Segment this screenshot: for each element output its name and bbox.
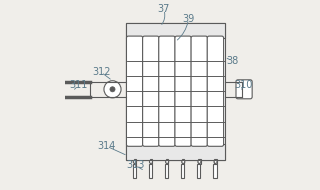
FancyBboxPatch shape	[191, 36, 207, 146]
FancyBboxPatch shape	[159, 36, 175, 146]
FancyBboxPatch shape	[207, 36, 224, 146]
Circle shape	[166, 160, 169, 163]
FancyBboxPatch shape	[175, 36, 191, 146]
Text: 311: 311	[69, 81, 87, 90]
Bar	[182, 159, 184, 164]
Text: 314: 314	[98, 141, 116, 151]
Text: 312: 312	[92, 67, 110, 77]
Bar	[197, 164, 200, 178]
Circle shape	[104, 81, 121, 98]
Bar	[126, 23, 225, 38]
FancyBboxPatch shape	[236, 80, 252, 99]
FancyBboxPatch shape	[143, 36, 159, 146]
Text: 38: 38	[226, 56, 238, 66]
Bar	[134, 159, 136, 164]
Bar	[198, 159, 201, 164]
Bar	[166, 159, 168, 164]
Text: 39: 39	[182, 14, 195, 24]
Bar	[126, 23, 225, 160]
Bar	[213, 164, 217, 178]
Circle shape	[214, 160, 217, 163]
Circle shape	[110, 87, 115, 92]
Bar	[149, 164, 152, 178]
Text: 37: 37	[158, 5, 170, 14]
Text: 313: 313	[126, 160, 145, 170]
Circle shape	[133, 160, 136, 163]
Text: 310: 310	[235, 81, 253, 90]
Bar	[150, 159, 152, 164]
FancyBboxPatch shape	[126, 36, 143, 146]
Bar	[214, 159, 217, 164]
Bar	[181, 164, 184, 178]
Circle shape	[198, 160, 201, 163]
Circle shape	[182, 160, 185, 163]
Bar	[165, 164, 168, 178]
Bar	[126, 144, 225, 160]
Circle shape	[149, 160, 153, 163]
Bar	[133, 164, 136, 178]
